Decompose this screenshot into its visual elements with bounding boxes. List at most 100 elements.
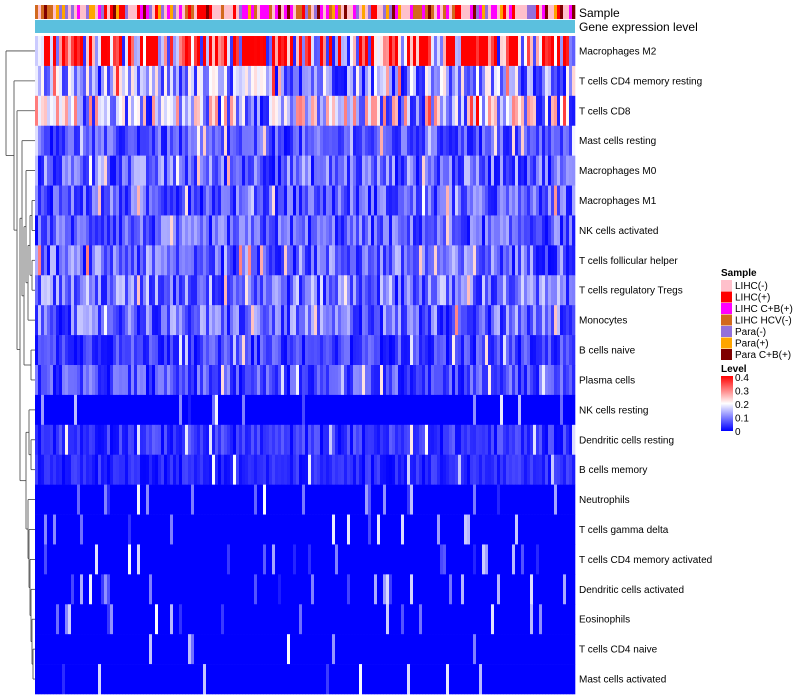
- heatmap-cell: [560, 634, 564, 665]
- heatmap-cell: [533, 424, 537, 456]
- heatmap-cell: [434, 664, 438, 695]
- heatmap-cell: [398, 215, 402, 246]
- heatmap-cell: [338, 95, 342, 127]
- heatmap-cell: [437, 544, 441, 575]
- heatmap-cell: [374, 245, 378, 276]
- heatmap-cell: [218, 604, 222, 635]
- heatmap-cell: [197, 125, 201, 156]
- heatmap-cell: [71, 155, 75, 186]
- heatmap-cell: [566, 275, 570, 306]
- heatmap-cell: [338, 125, 342, 156]
- heatmap-cell: [395, 275, 399, 306]
- heatmap-cell: [482, 484, 486, 515]
- heatmap-cell: [395, 574, 399, 605]
- heatmap-cell: [206, 275, 210, 306]
- heatmap-cell: [242, 335, 246, 366]
- heatmap-cell: [140, 65, 144, 97]
- heatmap-cell: [179, 125, 183, 156]
- heatmap-cell: [452, 36, 456, 67]
- heatmap-cell: [167, 65, 171, 97]
- heatmap-cell: [506, 275, 510, 306]
- heatmap-cell: [248, 365, 252, 396]
- heatmap-cell: [122, 125, 126, 156]
- heatmap-cell: [257, 454, 261, 485]
- heatmap-cell: [371, 125, 375, 156]
- heatmap-cell: [551, 36, 555, 67]
- heatmap-cell: [218, 574, 222, 605]
- heatmap-cell: [236, 365, 240, 396]
- heatmap-cell: [362, 125, 366, 156]
- heatmap-cell: [308, 484, 312, 515]
- heatmap-cell: [125, 394, 129, 426]
- heatmap-cell: [293, 664, 297, 695]
- heatmap-cell: [158, 185, 162, 216]
- heatmap-cell: [62, 215, 66, 246]
- heatmap-cell: [353, 454, 357, 485]
- heatmap-cell: [275, 215, 279, 246]
- heatmap-cell: [476, 65, 480, 97]
- heatmap-cell: [221, 65, 225, 97]
- heatmap-cell: [110, 275, 114, 306]
- heatmap-cell: [422, 664, 426, 695]
- heatmap-cell: [350, 394, 354, 426]
- heatmap-cell: [236, 574, 240, 605]
- heatmap-cell: [65, 95, 69, 127]
- heatmap-cell: [326, 95, 330, 127]
- heatmap-cell: [173, 95, 177, 127]
- heatmap-cell: [200, 125, 204, 156]
- heatmap-cell: [173, 125, 177, 156]
- heatmap-cell: [224, 275, 228, 306]
- heatmap-cell: [557, 335, 561, 366]
- heatmap-cell: [119, 454, 123, 485]
- heatmap-cell: [266, 65, 270, 97]
- sample-track-cell: [326, 5, 330, 19]
- heatmap-cell: [236, 95, 240, 127]
- heatmap-cell: [320, 305, 324, 336]
- sample-track-cell: [494, 5, 498, 19]
- heatmap-cell: [179, 155, 183, 186]
- heatmap-cell: [311, 95, 315, 127]
- heatmap-cell: [419, 604, 423, 635]
- heatmap-cell: [104, 95, 108, 127]
- heatmap-cell: [101, 335, 105, 366]
- heatmap-cell: [320, 365, 324, 396]
- heatmap-cell: [146, 215, 150, 246]
- heatmap-cell: [515, 365, 519, 396]
- heatmap-cell: [77, 95, 81, 127]
- heatmap-cell: [107, 574, 111, 605]
- heatmap-cell: [230, 365, 234, 396]
- sample-track-cell: [554, 5, 558, 19]
- heatmap-cell: [119, 664, 123, 695]
- heatmap-cell: [299, 574, 303, 605]
- heatmap-cell: [170, 185, 174, 216]
- heatmap-cell: [314, 185, 318, 216]
- heatmap-cell: [515, 634, 519, 665]
- heatmap-cell: [212, 424, 216, 456]
- heatmap-cell: [68, 514, 72, 545]
- heatmap-cell: [335, 454, 339, 485]
- heatmap-cell: [221, 155, 225, 186]
- heatmap-cell: [443, 634, 447, 665]
- heatmap-cell: [482, 514, 486, 545]
- heatmap-cell: [53, 95, 57, 127]
- heatmap-cell: [488, 574, 492, 605]
- heatmap-cell: [251, 514, 255, 545]
- heatmap-cell: [446, 335, 450, 366]
- heatmap-cell: [308, 454, 312, 485]
- heatmap-cell: [332, 574, 336, 605]
- heatmap-cell: [209, 275, 213, 306]
- heatmap-cell: [77, 664, 81, 695]
- heatmap-cell: [521, 335, 525, 366]
- sample-track-label: Sample: [579, 6, 620, 20]
- heatmap-cell: [191, 394, 195, 426]
- heatmap-cell: [323, 275, 327, 306]
- heatmap-cell: [326, 65, 330, 97]
- heatmap-cell: [356, 454, 360, 485]
- heatmap-cell: [206, 305, 210, 336]
- heatmap-cell: [530, 365, 534, 396]
- heatmap-cell: [455, 36, 459, 67]
- heatmap-cell: [221, 484, 225, 515]
- heatmap-cell: [341, 275, 345, 306]
- heatmap-cell: [98, 65, 102, 97]
- heatmap-cell: [302, 454, 306, 485]
